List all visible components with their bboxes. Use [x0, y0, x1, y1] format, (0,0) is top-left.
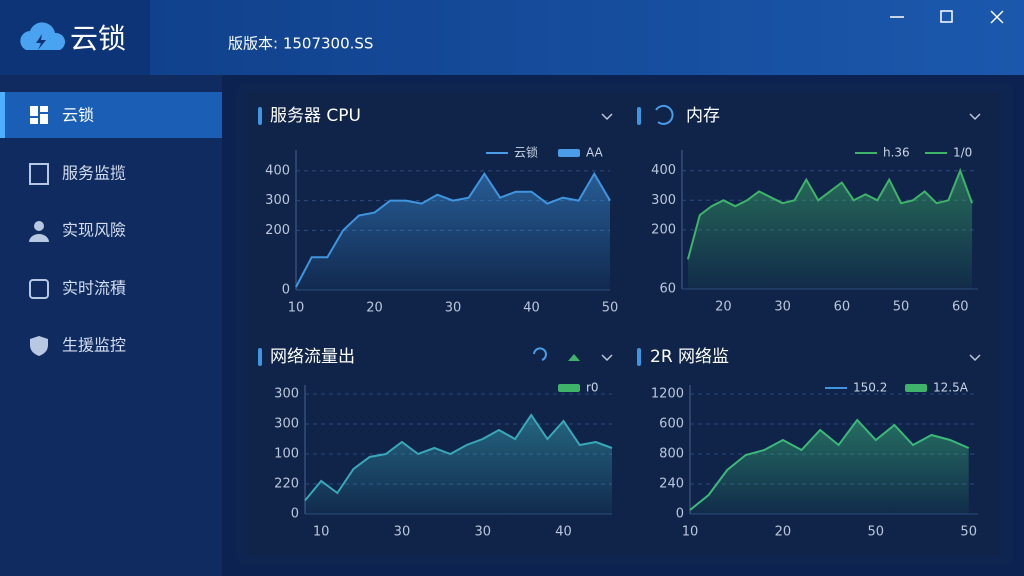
y-tick-label: 300 — [274, 417, 299, 432]
y-tick-label: 200 — [651, 222, 676, 237]
sidebar — [0, 75, 222, 576]
sidebar-icons — [29, 106, 49, 356]
legend-swatch — [558, 384, 580, 392]
sidebar-active-bar — [0, 92, 5, 138]
y-tick-label: 100 — [274, 447, 299, 462]
x-tick-label: 10 — [313, 525, 330, 540]
y-tick-label: 60 — [659, 282, 676, 297]
x-tick-label: 50 — [893, 300, 910, 315]
collapse-chevron[interactable] — [601, 113, 613, 121]
x-tick-label: 10 — [682, 525, 699, 540]
y-tick-label: 240 — [659, 477, 684, 492]
legend-label: 150.2 — [853, 381, 887, 395]
line — [686, 167, 974, 260]
line — [689, 418, 970, 511]
line — [295, 171, 611, 288]
collapse-chevron[interactable] — [969, 354, 981, 362]
version: 版版本: 1507300.SS — [228, 35, 373, 53]
close-button[interactable] — [990, 10, 1004, 24]
x-tick-label: 50 — [868, 525, 885, 540]
panel-title: 服务器 CPU — [270, 106, 361, 126]
y-tick-label: 400 — [265, 163, 290, 178]
x-tick-label: 30 — [474, 525, 491, 540]
legend-swatch — [558, 149, 580, 157]
area — [305, 415, 612, 514]
sidebar-item[interactable]: 生援监控 — [62, 336, 126, 355]
legend-label: AA — [586, 146, 604, 160]
panel-icon — [568, 354, 580, 361]
area — [690, 420, 969, 514]
area — [687, 170, 973, 289]
legend-label: 1/0 — [953, 146, 972, 160]
y-tick-label: 220 — [274, 477, 299, 492]
y-tick-label: 600 — [659, 417, 684, 432]
y-tick-label: 300 — [651, 193, 676, 208]
sidebar-item[interactable]: 实现风險 — [62, 221, 126, 240]
y-tick-label: 300 — [265, 193, 290, 208]
panel-icons — [533, 104, 674, 361]
x-tick-label: 50 — [602, 301, 619, 316]
x-tick-label: 10 — [288, 301, 305, 316]
panel-title: 2R 网络监 — [650, 347, 729, 367]
panel-title-bar — [637, 107, 641, 125]
collapse-chevron[interactable] — [601, 354, 613, 362]
sidebar-item[interactable]: 云锁 — [62, 106, 94, 125]
area — [296, 173, 610, 290]
y-tick-label: 0 — [676, 507, 684, 522]
app-name: 云锁 — [70, 22, 126, 55]
x-tick-label: 40 — [555, 525, 572, 540]
y-tick-label: 0 — [282, 283, 290, 298]
x-tick-label: 40 — [523, 301, 540, 316]
panel-title-bar — [258, 107, 262, 125]
y-tick-label: 400 — [651, 163, 676, 178]
x-tick-label: 30 — [394, 525, 411, 540]
panel-title-bar — [637, 348, 641, 366]
x-tick-label: 60 — [952, 300, 969, 315]
x-tick-label: 60 — [834, 300, 851, 315]
legend-swatch — [905, 384, 927, 392]
y-tick-label: 1200 — [651, 387, 684, 402]
panel-title-bar — [258, 348, 262, 366]
y-tick-label: 800 — [659, 447, 684, 462]
legend-label: 云锁 — [514, 145, 538, 160]
y-tick-label: 200 — [265, 223, 290, 238]
maximize-button[interactable] — [940, 10, 953, 23]
x-tick-label: 30 — [774, 300, 791, 315]
logo-bolt — [36, 34, 46, 50]
sidebar-item[interactable]: 实时流積 — [62, 279, 126, 298]
legend-label: h.36 — [883, 146, 910, 160]
legend-label: 12.5A — [933, 381, 969, 395]
legend-label: r0 — [586, 381, 599, 395]
y-tick-label: 300 — [274, 387, 299, 402]
y-tick-label: 0 — [291, 507, 299, 522]
x-tick-label: 50 — [960, 525, 977, 540]
panel-title: 网络流量出 — [270, 347, 355, 367]
x-tick-label: 30 — [445, 301, 462, 316]
collapse-chevron[interactable] — [969, 113, 981, 121]
panel-title: 内存 — [686, 106, 720, 126]
logo-icon — [20, 22, 65, 50]
x-tick-label: 20 — [775, 525, 792, 540]
sidebar-item[interactable]: 服务监揽 — [62, 164, 126, 183]
line — [304, 413, 613, 502]
x-tick-label: 20 — [715, 300, 732, 315]
title-bar — [0, 0, 1024, 75]
x-tick-label: 20 — [366, 301, 383, 316]
